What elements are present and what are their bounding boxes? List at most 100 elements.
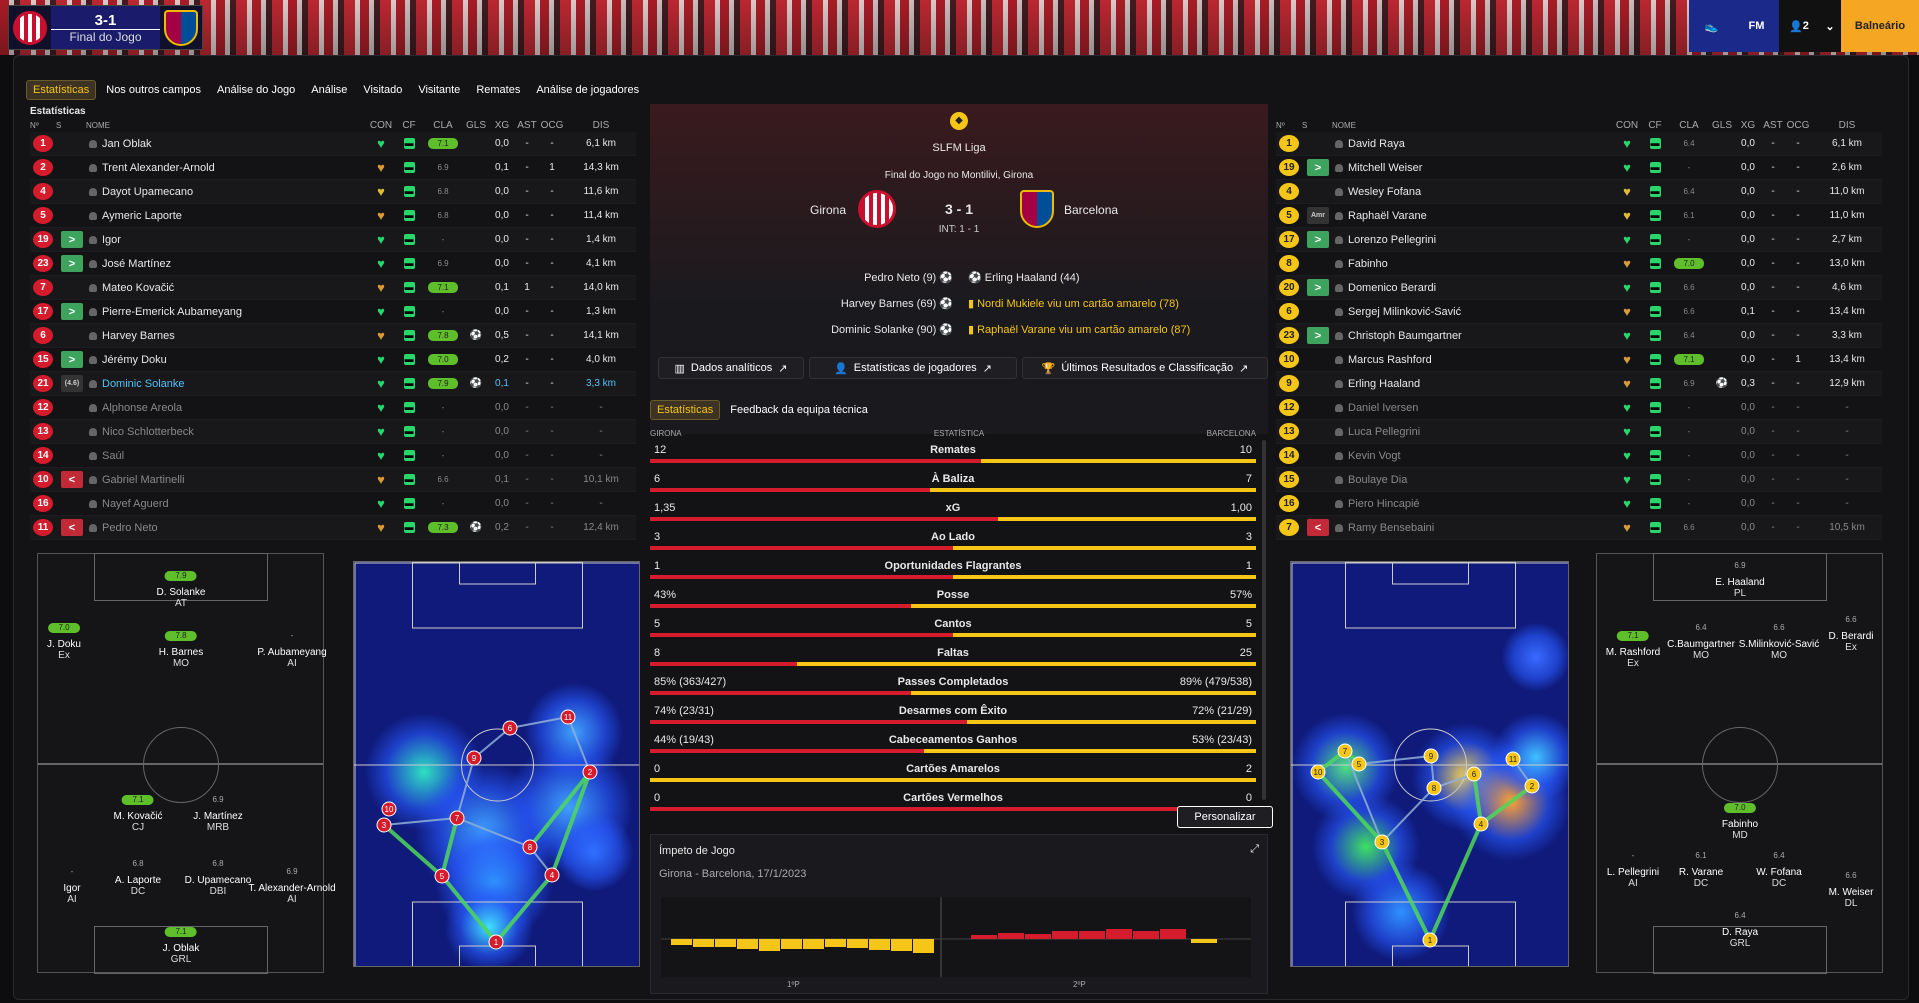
player-row[interactable]: 4 Wesley Fofana ♥ ▬ 6.4 0,0 - - 11,0 km bbox=[1276, 180, 1882, 204]
player-name[interactable]: Jérémy Doku bbox=[83, 354, 366, 366]
player-name[interactable]: Erling Haaland bbox=[1329, 378, 1612, 390]
lineup-player[interactable]: 6.6 D. Berardi Ex bbox=[1828, 614, 1873, 653]
player-name[interactable]: Raphaël Varane bbox=[1329, 210, 1612, 222]
lineup-player[interactable]: 6.8 D. Upamecano DBI bbox=[185, 858, 252, 897]
player-name[interactable]: David Raya bbox=[1329, 138, 1612, 150]
player-row[interactable]: 6 Harvey Barnes ♥ ▬ 7.8 ⚽ 0,5 - - 14,1 km bbox=[30, 324, 636, 348]
player-name[interactable]: Saúl bbox=[83, 450, 366, 462]
player-row[interactable]: 8 Fabinho ♥ ▬ 7.0 0,0 - - 13,0 km bbox=[1276, 252, 1882, 276]
player-row[interactable]: 20 > Domenico Berardi ♥ ▬ 6.6 0,0 - - 4,6 km bbox=[1276, 276, 1882, 300]
player-row[interactable]: 13 Nico Schlotterbeck ♥ ▬ - 0,0 - - - bbox=[30, 420, 636, 444]
player-name[interactable]: Fabinho bbox=[1329, 258, 1612, 270]
lineup-player[interactable]: 6.6 M. Weiser DL bbox=[1829, 870, 1874, 909]
shoe-icon[interactable]: 👟 bbox=[1689, 0, 1734, 52]
customize-button[interactable]: Personalizar bbox=[1177, 806, 1273, 828]
scrollbar[interactable] bbox=[1262, 440, 1266, 800]
player-name[interactable]: Harvey Barnes bbox=[83, 330, 366, 342]
lineup-player[interactable]: - L. Pellegrini AI bbox=[1607, 850, 1659, 889]
player-row[interactable]: 5 Amr Raphaël Varane ♥ ▬ 6.1 0,0 - - 11,0 km bbox=[1276, 204, 1882, 228]
player-name[interactable]: Kevin Vogt bbox=[1329, 450, 1612, 462]
player-name[interactable]: Nayef Aguerd bbox=[83, 498, 366, 510]
player-name[interactable]: Alphonse Areola bbox=[83, 402, 366, 414]
player-row[interactable]: 7 < Ramy Bensebaini ♥ ▬ 6.6 0,0 - - 10,5 km bbox=[1276, 516, 1882, 540]
dressing-room-button[interactable]: Balneário bbox=[1841, 0, 1919, 52]
tab-feedback[interactable]: Feedback da equipa técnica bbox=[730, 404, 868, 416]
lineup-player[interactable]: - Igor AI bbox=[56, 866, 88, 905]
user-count[interactable]: 👤 2 bbox=[1779, 0, 1819, 52]
tab-stats[interactable]: Estatísticas bbox=[650, 400, 721, 420]
lineup-player[interactable]: 7.9 D. Solanke AT bbox=[157, 570, 205, 609]
player-row[interactable]: 15 > Jérémy Doku ♥ ▬ 7.0 0,2 - - 4,0 km bbox=[30, 348, 636, 372]
player-row[interactable]: 21 (4.6) Dominic Solanke ♥ ▬ 7.9 ⚽ 0,1 - - 3,3 km bbox=[30, 372, 636, 396]
lineup-player[interactable]: 7.1 J. Oblak GRL bbox=[163, 926, 199, 965]
player-row[interactable]: 9 Erling Haaland ♥ ▬ 6.9 ⚽ 0,3 - - 12,9 km bbox=[1276, 372, 1882, 396]
player-row[interactable]: 14 Kevin Vogt ♥ ▬ - 0,0 - - - bbox=[1276, 444, 1882, 468]
player-row[interactable]: 19 > Igor ♥ ▬ - 0,0 - - 1,4 km bbox=[30, 228, 636, 252]
player-name[interactable]: Marcus Rashford bbox=[1329, 354, 1612, 366]
lineup-player[interactable]: 7.1 M. Rashford Ex bbox=[1606, 630, 1660, 669]
player-row[interactable]: 11 < Pedro Neto ♥ ▬ 7.3 ⚽ 0,2 - - 12,4 km bbox=[30, 516, 636, 540]
lineup-player[interactable]: 6.8 A. Laporte DC bbox=[115, 858, 161, 897]
player-name[interactable]: Jan Oblak bbox=[83, 138, 366, 150]
tab-visitado[interactable]: Visitado bbox=[363, 84, 403, 96]
tab-analise[interactable]: Análise bbox=[311, 84, 348, 96]
lineup-player[interactable]: 6.4 D. Raya GRL bbox=[1722, 910, 1758, 949]
player-row[interactable]: 10 < Gabriel Martinelli ♥ ▬ 6.6 0,1 - - 10,1 km bbox=[30, 468, 636, 492]
fm-button[interactable]: FM bbox=[1734, 0, 1779, 52]
expand-icon[interactable]: ⤢ bbox=[1250, 843, 1259, 855]
player-name[interactable]: Luca Pellegrini bbox=[1329, 426, 1612, 438]
results-button[interactable]: 🏆 Últimos Resultados e Classificação ↗ bbox=[1022, 357, 1268, 379]
player-name[interactable]: Aymeric Laporte bbox=[83, 210, 366, 222]
player-row[interactable]: 14 Saúl ♥ ▬ - 0,0 - - - bbox=[30, 444, 636, 468]
tab-analise-jogadores[interactable]: Análise de jogadores bbox=[536, 84, 640, 96]
player-row[interactable]: 10 Marcus Rashford ♥ ▬ 7.1 0,0 - 1 13,4 km bbox=[1276, 348, 1882, 372]
lineup-player[interactable]: 7.1 M. Kovačić CJ bbox=[114, 794, 162, 833]
player-row[interactable]: 6 Sergej Milinković-Savić ♥ ▬ 6.6 0,1 - - 13,4 k… bbox=[1276, 300, 1882, 324]
player-row[interactable]: 23 > Christoph Baumgartner ♥ ▬ 6.4 0,0 - - 3,3 km bbox=[1276, 324, 1882, 348]
player-row[interactable]: 13 Luca Pellegrini ♥ ▬ - 0,0 - - - bbox=[1276, 420, 1882, 444]
player-row[interactable]: 2 Trent Alexander-Arnold ♥ ▬ 6.9 0,1 - 1 14,3 km bbox=[30, 156, 636, 180]
tab-remates[interactable]: Remates bbox=[476, 84, 521, 96]
player-row[interactable]: 1 Jan Oblak ♥ ▬ 7.1 0,0 - - 6,1 km bbox=[30, 132, 636, 156]
lineup-player[interactable]: 6.1 R. Varane DC bbox=[1679, 850, 1723, 889]
player-name[interactable]: Ramy Bensebaini bbox=[1329, 522, 1612, 534]
lineup-player[interactable]: 7.0 Fabinho MD bbox=[1722, 802, 1758, 841]
tab-estatisticas[interactable]: Estatísticas bbox=[26, 80, 97, 100]
player-row[interactable]: 16 Piero Hincapié ♥ ▬ - 0,0 - - - bbox=[1276, 492, 1882, 516]
player-name[interactable]: José Martínez bbox=[83, 258, 366, 270]
player-row[interactable]: 12 Alphonse Areola ♥ ▬ - 0,0 - - - bbox=[30, 396, 636, 420]
player-name[interactable]: Sergej Milinković-Savić bbox=[1329, 306, 1612, 318]
player-name[interactable]: Lorenzo Pellegrini bbox=[1329, 234, 1612, 246]
score-widget[interactable]: 3-1 Final do Jogo bbox=[8, 5, 203, 50]
player-stats-button[interactable]: 👤 Estatísticas de jogadores ↗ bbox=[809, 357, 1017, 379]
player-row[interactable]: 17 > Pierre-Emerick Aubameyang ♥ ▬ - 0,0 - - 1,3 … bbox=[30, 300, 636, 324]
player-name[interactable]: Boulaye Dia bbox=[1329, 474, 1612, 486]
lineup-player[interactable]: 6.9 T. Alexander-Arnold AI bbox=[248, 866, 335, 905]
player-row[interactable]: 15 Boulaye Dia ♥ ▬ - 0,0 - - - bbox=[1276, 468, 1882, 492]
lineup-player[interactable]: 6.6 S.Milinković-Savić MO bbox=[1739, 622, 1820, 661]
player-name[interactable]: Dominic Solanke bbox=[83, 378, 366, 390]
player-name[interactable]: Daniel Iversen bbox=[1329, 402, 1612, 414]
lineup-player[interactable]: 6.9 J. Martínez MRB bbox=[193, 794, 242, 833]
player-row[interactable]: 16 Nayef Aguerd ♥ ▬ - 0,0 - - - bbox=[30, 492, 636, 516]
tab-analise-jogo[interactable]: Análise do Jogo bbox=[217, 84, 296, 96]
lineup-player[interactable]: 6.9 E. Haaland PL bbox=[1715, 560, 1764, 599]
player-name[interactable]: Gabriel Martinelli bbox=[83, 474, 366, 486]
player-name[interactable]: Mateo Kovačić bbox=[83, 282, 366, 294]
tab-visitante[interactable]: Visitante bbox=[418, 84, 461, 96]
lineup-player[interactable]: 7.0 J. Doku Ex bbox=[47, 622, 81, 661]
lineup-player[interactable]: - P. Aubameyang AI bbox=[257, 630, 326, 669]
player-row[interactable]: 7 Mateo Kovačić ♥ ▬ 7.1 0,1 1 - 14,0 km bbox=[30, 276, 636, 300]
player-name[interactable]: Piero Hincapié bbox=[1329, 498, 1612, 510]
lineup-player[interactable]: 6.4 W. Fofana DC bbox=[1756, 850, 1802, 889]
player-row[interactable]: 1 David Raya ♥ ▬ 6.4 0,0 - - 6,1 km bbox=[1276, 132, 1882, 156]
player-row[interactable]: 4 Dayot Upamecano ♥ ▬ 6.8 0,0 - - 11,6 km bbox=[30, 180, 636, 204]
player-name[interactable]: Pedro Neto bbox=[83, 522, 366, 534]
player-name[interactable]: Mitchell Weiser bbox=[1329, 162, 1612, 174]
player-name[interactable]: Trent Alexander-Arnold bbox=[83, 162, 366, 174]
player-row[interactable]: 19 > Mitchell Weiser ♥ ▬ - 0,0 - - 2,6 km bbox=[1276, 156, 1882, 180]
analytics-button[interactable]: ▥ Dados analíticos ↗ bbox=[658, 357, 804, 379]
player-name[interactable]: Wesley Fofana bbox=[1329, 186, 1612, 198]
lineup-player[interactable]: 6.4 C.Baumgartner MO bbox=[1667, 622, 1735, 661]
player-name[interactable]: Pierre-Emerick Aubameyang bbox=[83, 306, 366, 318]
